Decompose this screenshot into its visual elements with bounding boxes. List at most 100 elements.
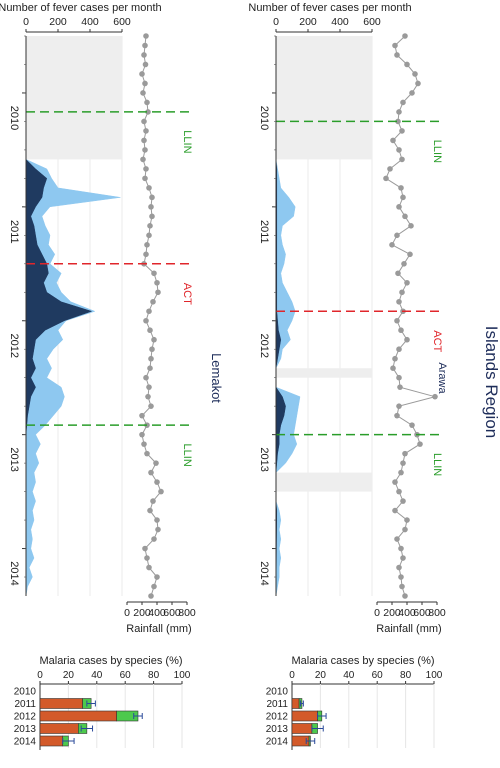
rainfall-point: [400, 194, 406, 201]
rainfall-point: [395, 270, 401, 277]
year-label: 2011: [8, 220, 20, 244]
rainfall-point: [395, 118, 401, 125]
rainfall-axis-tick-label: 800: [428, 607, 446, 619]
rainfall-point: [396, 147, 402, 153]
rainfall-point: [141, 52, 147, 58]
rainfall-point: [142, 80, 148, 87]
rainfall-point: [400, 498, 406, 504]
rainfall-point: [142, 61, 149, 68]
rainfall-point: [398, 545, 404, 552]
fever-axis-tick-label: 400: [331, 16, 349, 28]
event-label-llin: LLIN: [181, 130, 193, 153]
species-category-label: 2013: [266, 724, 289, 735]
rainfall-point: [144, 99, 150, 106]
fever-axis-tick-label: 0: [23, 16, 29, 28]
species-category-label: 2010: [266, 687, 289, 698]
rainfall-point: [394, 536, 400, 542]
rainfall-point: [144, 450, 150, 457]
rainfall-point: [409, 90, 415, 96]
rainfall-point: [398, 185, 404, 191]
species-bar-p_falciparum: [39, 698, 83, 709]
rainfall-point: [390, 137, 396, 144]
rainfall-point: [402, 213, 408, 220]
fever-axis-tick-label: 200: [299, 16, 317, 28]
no-data-band: [276, 472, 372, 492]
rainfall-axis-tick-label: 0: [374, 607, 380, 619]
species-axis-tick-label: 100: [174, 670, 191, 681]
rainfall-point: [396, 298, 402, 305]
year-label: 2013: [258, 447, 270, 471]
rainfall-point: [415, 80, 421, 87]
rainfall-point: [140, 90, 146, 96]
rainfall-point: [142, 545, 148, 552]
rainfall-point: [143, 374, 149, 381]
rainfall-point: [396, 403, 402, 409]
rainfall-point: [401, 260, 407, 267]
rainfall-axis-title: Rainfall (mm): [126, 623, 191, 635]
rainfall-point: [392, 42, 398, 49]
year-label: 2013: [8, 447, 20, 471]
species-category-label: 2011: [14, 699, 36, 710]
year-label: 2014: [258, 561, 270, 585]
rainfall-point: [390, 365, 396, 372]
rainfall-point: [398, 574, 404, 580]
rainfall-point: [408, 223, 414, 229]
rainfall-point: [404, 279, 410, 286]
rainfall-axis-tick-label: 0: [124, 607, 130, 619]
rainfall-point: [389, 242, 395, 248]
event-label-llin: LLIN: [431, 453, 443, 476]
rainfall-point: [141, 118, 147, 125]
rainfall-point: [147, 365, 153, 372]
rainfall-point: [396, 374, 402, 381]
no-data-band: [276, 36, 372, 160]
rainfall-point: [412, 71, 418, 77]
rainfall-point: [145, 393, 151, 400]
rainfall-point: [151, 270, 157, 277]
no-data-band: [276, 368, 372, 378]
species-category-label: 2012: [14, 712, 37, 723]
rainfall-point: [150, 298, 156, 305]
species-category-label: 2013: [14, 724, 37, 735]
rainfall-point: [400, 460, 406, 466]
fever-axis-tick-label: 600: [363, 16, 381, 28]
event-label-act: ACT: [431, 330, 443, 352]
rainfall-point: [396, 564, 402, 571]
species-bar-p_falciparum: [39, 710, 117, 722]
species-panel-1: Malaria cases by species (%) 0 20 40 60 80 100…: [266, 655, 443, 750]
rainfall-point: [151, 336, 157, 343]
rainfall-point: [432, 393, 438, 400]
rainfall-point: [148, 204, 154, 210]
rainfall-point: [394, 232, 400, 239]
rainfall-point: [154, 574, 160, 580]
species-axis-tick-label: 40: [343, 670, 355, 681]
species-axis-tick-label: 20: [63, 670, 75, 681]
species-category-label: 2014: [14, 737, 37, 748]
rainfall-point: [153, 460, 159, 466]
fever-area-malaria_confirmed: [25, 159, 93, 596]
species-panel-0: Malaria cases by species (%) 0 20 40 60 80 100…: [14, 655, 191, 750]
rainfall-point: [409, 422, 415, 428]
rainfall-point: [394, 412, 400, 419]
rainfall-point: [154, 479, 160, 485]
rainfall-point: [147, 507, 153, 514]
rainfall-point: [144, 242, 150, 248]
rainfall-point: [149, 346, 155, 353]
rainfall-point: [404, 517, 410, 523]
rainfall-point: [399, 156, 405, 163]
rainfall-point: [142, 175, 148, 182]
fever-axis-title: Number of fever cases per month: [248, 2, 411, 14]
rainfall-point: [398, 469, 404, 476]
rainfall-point: [404, 336, 410, 343]
rainfall-point: [146, 185, 152, 191]
rainfall-point: [402, 33, 408, 39]
rainfall-point: [155, 289, 161, 296]
rainfall-axis-tick-label: 600: [413, 607, 431, 619]
fever-axis-tick-label: 0: [273, 16, 279, 28]
rainfall-point: [400, 555, 406, 561]
species-axis-tick-label: 80: [400, 670, 412, 681]
species-category-label: 2011: [266, 699, 288, 710]
rainfall-point: [397, 384, 403, 390]
